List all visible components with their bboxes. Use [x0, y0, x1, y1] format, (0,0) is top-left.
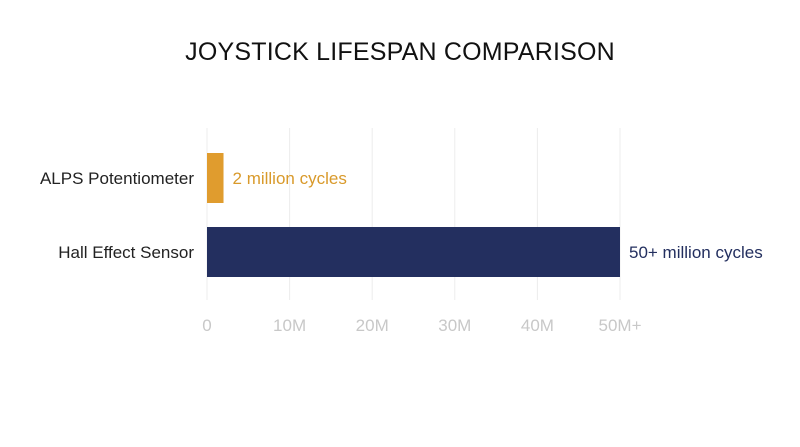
x-tick-label: 0 [202, 316, 211, 335]
x-tick-label: 10M [273, 316, 306, 335]
chart-title: JOYSTICK LIFESPAN COMPARISON [185, 38, 615, 66]
x-tick-label: 20M [356, 316, 389, 335]
category-label: ALPS Potentiometer [40, 169, 194, 188]
data-label: 50+ million cycles [629, 243, 763, 262]
x-tick-label: 30M [438, 316, 471, 335]
x-tick-label: 50M+ [599, 316, 642, 335]
bar [207, 153, 224, 203]
x-tick-label: 40M [521, 316, 554, 335]
category-label: Hall Effect Sensor [58, 243, 194, 262]
bar [207, 227, 620, 277]
data-label: 2 million cycles [233, 169, 347, 188]
